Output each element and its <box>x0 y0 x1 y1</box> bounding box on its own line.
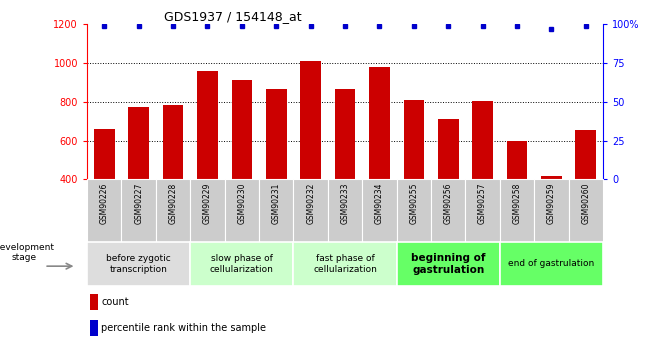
Text: GSM90258: GSM90258 <box>513 183 521 224</box>
Bar <box>534 179 569 242</box>
Bar <box>438 119 458 179</box>
Bar <box>121 179 156 242</box>
Text: GSM90226: GSM90226 <box>100 183 109 224</box>
Bar <box>232 80 252 179</box>
Text: fast phase of
cellularization: fast phase of cellularization <box>313 254 377 274</box>
Bar <box>293 241 397 286</box>
Bar <box>190 179 224 242</box>
Bar <box>431 179 466 242</box>
Bar <box>397 241 500 286</box>
Bar <box>300 61 321 179</box>
Bar <box>129 107 149 179</box>
Bar <box>266 89 287 179</box>
Text: GSM90257: GSM90257 <box>478 183 487 224</box>
Text: GSM90259: GSM90259 <box>547 183 556 224</box>
Text: GSM90227: GSM90227 <box>134 183 143 224</box>
Bar <box>541 176 561 179</box>
Text: count: count <box>101 297 129 307</box>
Text: GSM90232: GSM90232 <box>306 183 315 224</box>
Bar <box>87 241 190 286</box>
Bar <box>163 105 184 179</box>
Bar <box>466 179 500 242</box>
Bar <box>397 179 431 242</box>
Bar <box>293 179 328 242</box>
Bar <box>507 141 527 179</box>
Bar <box>259 179 293 242</box>
Bar <box>90 320 98 335</box>
Text: GSM90256: GSM90256 <box>444 183 453 224</box>
Text: GSM90230: GSM90230 <box>237 183 247 224</box>
Text: before zygotic
transcription: before zygotic transcription <box>107 254 171 274</box>
Bar <box>500 241 603 286</box>
Bar <box>94 129 115 179</box>
Text: GSM90231: GSM90231 <box>272 183 281 224</box>
Text: GSM90228: GSM90228 <box>169 183 178 224</box>
Bar <box>569 179 603 242</box>
Text: GSM90229: GSM90229 <box>203 183 212 224</box>
Text: end of gastrulation: end of gastrulation <box>509 259 594 268</box>
Bar <box>362 179 397 242</box>
Bar <box>87 179 121 242</box>
Bar <box>156 179 190 242</box>
Text: GDS1937 / 154148_at: GDS1937 / 154148_at <box>165 10 302 23</box>
Bar <box>472 101 493 179</box>
Bar <box>190 241 293 286</box>
Text: GSM90234: GSM90234 <box>375 183 384 224</box>
Bar <box>224 179 259 242</box>
Bar <box>500 179 534 242</box>
Text: beginning of
gastrulation: beginning of gastrulation <box>411 253 486 275</box>
Bar <box>403 100 424 179</box>
Text: GSM90233: GSM90233 <box>340 183 350 224</box>
Bar <box>576 130 596 179</box>
Text: development stage: development stage <box>0 243 54 263</box>
Text: GSM90255: GSM90255 <box>409 183 418 224</box>
Text: GSM90260: GSM90260 <box>582 183 590 224</box>
Bar <box>335 89 355 179</box>
Text: percentile rank within the sample: percentile rank within the sample <box>101 323 266 333</box>
Bar <box>369 67 390 179</box>
Bar <box>328 179 362 242</box>
Text: slow phase of
cellularization: slow phase of cellularization <box>210 254 274 274</box>
Bar <box>90 294 98 310</box>
Bar <box>197 71 218 179</box>
